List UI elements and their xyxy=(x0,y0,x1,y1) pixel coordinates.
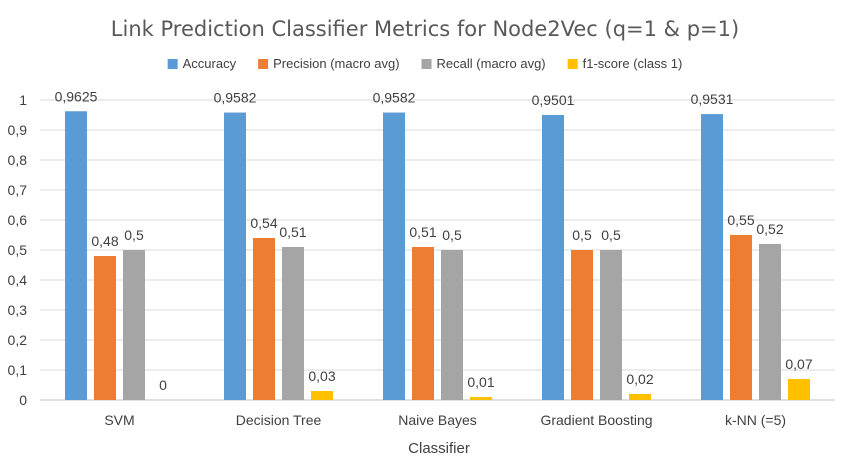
y-axis-ticks: 0 0,1 0,2 0,3 0,4 0,5 0,6 0,7 0,8 0,9 1 xyxy=(8,92,28,408)
data-label-accuracy-svm: 0,9625 xyxy=(55,88,98,104)
y-tick-label: 0,1 xyxy=(8,362,28,378)
data-label-accuracy-k-nn-5: 0,9531 xyxy=(691,91,734,107)
bar-f1-score-class-1-decision-tree xyxy=(311,391,333,400)
bar-precision-macro-avg-k-nn-5 xyxy=(730,235,752,400)
x-tick-label: k-NN (=5) xyxy=(725,412,786,428)
x-axis-title: Classifier xyxy=(408,440,470,457)
data-label-recall-macro-avg-k-nn-5: 0,52 xyxy=(756,221,783,237)
bar-precision-macro-avg-svm xyxy=(94,256,116,400)
bar-precision-macro-avg-decision-tree xyxy=(253,238,275,400)
bar-accuracy-naive-bayes xyxy=(383,112,405,400)
bar-f1-score-class-1-naive-bayes xyxy=(470,397,492,400)
data-label-recall-macro-avg-naive-bayes: 0,5 xyxy=(442,227,462,243)
data-label-recall-macro-avg-gradient-boosting: 0,5 xyxy=(601,227,621,243)
data-label-recall-macro-avg-decision-tree: 0,51 xyxy=(279,224,306,240)
x-tick-label: Gradient Boosting xyxy=(540,412,652,428)
y-tick-label: 0,8 xyxy=(8,152,28,168)
bar-accuracy-gradient-boosting xyxy=(542,114,564,400)
bar-recall-macro-avg-decision-tree xyxy=(282,247,304,400)
legend-item-f1-score-class-1: f1-score (class 1) xyxy=(567,56,683,71)
y-tick-label: 0,9 xyxy=(8,122,28,138)
x-tick-label: SVM xyxy=(104,412,134,428)
x-axis-labels: SVM Decision Tree Naive Bayes Gradient Boos… xyxy=(104,412,786,428)
y-tick-label: 0,2 xyxy=(8,332,28,348)
legend-item-precision-macro-avg: Precision (macro avg) xyxy=(258,56,400,71)
y-tick-label: 0,5 xyxy=(8,242,28,258)
bar-recall-macro-avg-svm xyxy=(123,250,145,400)
y-tick-label: 1 xyxy=(19,92,27,108)
bar-accuracy-svm xyxy=(65,111,87,400)
bars xyxy=(65,111,810,400)
legend-swatch xyxy=(258,59,269,69)
bar-recall-macro-avg-k-nn-5 xyxy=(759,244,781,400)
x-tick-label: Decision Tree xyxy=(236,412,322,428)
legend: Accuracy Precision (macro avg) Recall (mac… xyxy=(167,56,683,71)
data-label-f1-score-class-1-svm: 0 xyxy=(159,377,167,393)
data-label-accuracy-gradient-boosting: 0,9501 xyxy=(532,92,575,108)
data-label-precision-macro-avg-svm: 0,48 xyxy=(91,233,118,249)
data-label-accuracy-naive-bayes: 0,9582 xyxy=(373,90,416,106)
y-tick-label: 0,6 xyxy=(8,212,28,228)
bar-accuracy-k-nn-5 xyxy=(701,114,723,400)
bar-f1-score-class-1-gradient-boosting xyxy=(629,394,651,400)
data-label-precision-macro-avg-decision-tree: 0,54 xyxy=(250,215,277,231)
data-label-recall-macro-avg-svm: 0,5 xyxy=(124,227,144,243)
data-label-f1-score-class-1-gradient-boosting: 0,02 xyxy=(626,371,653,387)
bar-precision-macro-avg-gradient-boosting xyxy=(571,250,593,400)
legend-swatch xyxy=(421,59,432,69)
legend-item-recall-macro-avg: Recall (macro avg) xyxy=(421,56,546,71)
data-label-precision-macro-avg-gradient-boosting: 0,5 xyxy=(572,227,592,243)
legend-label: Accuracy xyxy=(183,56,237,71)
chart-title: Link Prediction Classifier Metrics for N… xyxy=(111,17,739,41)
data-label-f1-score-class-1-k-nn-5: 0,07 xyxy=(785,356,812,372)
legend-item-accuracy: Accuracy xyxy=(167,56,237,71)
legend-swatch xyxy=(567,59,578,69)
y-tick-label: 0,4 xyxy=(8,272,28,288)
y-tick-label: 0 xyxy=(19,392,27,408)
bar-recall-macro-avg-gradient-boosting xyxy=(600,250,622,400)
y-tick-label: 0,7 xyxy=(8,182,28,198)
legend-label: Precision (macro avg) xyxy=(273,56,399,71)
data-label-precision-macro-avg-naive-bayes: 0,51 xyxy=(409,224,436,240)
bar-f1-score-class-1-k-nn-5 xyxy=(788,379,810,400)
legend-swatch xyxy=(167,59,178,69)
legend-label: Recall (macro avg) xyxy=(437,56,546,71)
legend-label: f1-score (class 1) xyxy=(583,56,683,71)
x-tick-label: Naive Bayes xyxy=(398,412,477,428)
bar-recall-macro-avg-naive-bayes xyxy=(441,250,463,400)
data-label-f1-score-class-1-naive-bayes: 0,01 xyxy=(467,374,494,390)
y-tick-label: 0,3 xyxy=(8,302,28,318)
data-label-f1-score-class-1-decision-tree: 0,03 xyxy=(308,368,335,384)
data-label-accuracy-decision-tree: 0,9582 xyxy=(214,90,257,106)
data-label-precision-macro-avg-k-nn-5: 0,55 xyxy=(727,212,754,228)
bar-precision-macro-avg-naive-bayes xyxy=(412,247,434,400)
bar-accuracy-decision-tree xyxy=(224,112,246,400)
